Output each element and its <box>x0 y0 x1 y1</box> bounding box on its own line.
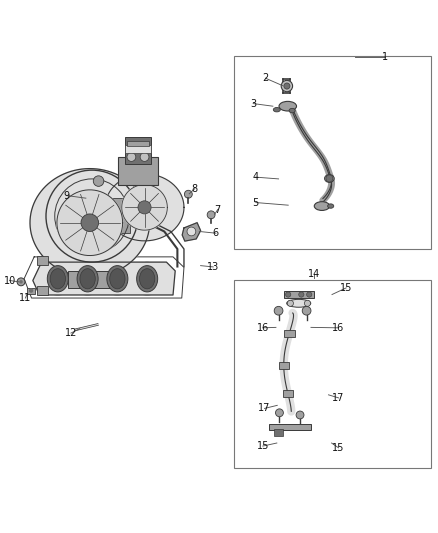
Text: 17: 17 <box>332 393 345 403</box>
Ellipse shape <box>50 269 66 289</box>
Bar <box>37 256 48 265</box>
Bar <box>269 424 311 430</box>
Ellipse shape <box>273 108 280 112</box>
Text: 5: 5 <box>253 198 259 207</box>
Polygon shape <box>57 190 123 255</box>
Ellipse shape <box>80 269 95 289</box>
Bar <box>274 430 283 435</box>
Ellipse shape <box>325 174 334 182</box>
Text: 15: 15 <box>257 441 269 451</box>
Polygon shape <box>182 223 201 241</box>
Ellipse shape <box>286 300 311 307</box>
Text: 9: 9 <box>64 190 70 200</box>
Circle shape <box>304 300 311 306</box>
Text: 1: 1 <box>382 52 389 62</box>
Bar <box>125 138 151 164</box>
Text: 12: 12 <box>65 328 77 338</box>
Ellipse shape <box>328 204 334 208</box>
Text: 10: 10 <box>4 276 16 286</box>
Bar <box>68 271 112 288</box>
Circle shape <box>17 278 25 286</box>
Circle shape <box>281 80 293 92</box>
Text: 11: 11 <box>19 293 32 303</box>
Ellipse shape <box>139 269 155 289</box>
Text: 14: 14 <box>308 269 321 279</box>
Bar <box>104 198 131 232</box>
Ellipse shape <box>110 269 125 289</box>
Polygon shape <box>30 168 149 277</box>
Circle shape <box>276 409 283 417</box>
Ellipse shape <box>314 201 330 211</box>
Text: 7: 7 <box>215 205 221 215</box>
Bar <box>127 141 149 146</box>
Circle shape <box>19 280 23 284</box>
Bar <box>118 157 158 185</box>
Text: 8: 8 <box>192 183 198 193</box>
Text: 15: 15 <box>332 443 345 453</box>
Circle shape <box>29 288 33 293</box>
Circle shape <box>287 300 293 306</box>
Bar <box>125 145 151 152</box>
Bar <box>37 286 48 295</box>
Text: 16: 16 <box>332 323 344 333</box>
Circle shape <box>81 214 99 231</box>
Ellipse shape <box>137 265 158 292</box>
Polygon shape <box>122 184 167 230</box>
Circle shape <box>307 292 312 297</box>
Bar <box>284 291 314 297</box>
Circle shape <box>140 152 149 161</box>
Circle shape <box>187 227 196 236</box>
Ellipse shape <box>47 265 68 292</box>
Circle shape <box>127 152 136 161</box>
Ellipse shape <box>279 101 297 111</box>
Circle shape <box>286 292 291 297</box>
Circle shape <box>302 306 311 315</box>
Bar <box>279 362 289 369</box>
Text: 17: 17 <box>258 403 271 414</box>
Text: 13: 13 <box>207 262 219 272</box>
Ellipse shape <box>77 265 98 292</box>
Polygon shape <box>33 262 175 295</box>
Bar <box>284 330 295 337</box>
Text: 4: 4 <box>253 172 259 182</box>
Polygon shape <box>105 174 184 241</box>
Circle shape <box>284 83 290 89</box>
Circle shape <box>299 292 304 297</box>
Circle shape <box>326 175 333 182</box>
Bar <box>283 390 293 397</box>
Ellipse shape <box>107 265 128 292</box>
Text: 6: 6 <box>213 228 219 238</box>
Circle shape <box>184 190 192 198</box>
Text: 15: 15 <box>340 283 352 293</box>
Bar <box>27 287 35 294</box>
Text: 16: 16 <box>257 323 269 333</box>
Circle shape <box>93 176 104 187</box>
Circle shape <box>296 411 304 419</box>
Text: 2: 2 <box>262 73 268 83</box>
Circle shape <box>274 306 283 315</box>
Circle shape <box>138 201 151 214</box>
Ellipse shape <box>289 108 295 113</box>
Text: 3: 3 <box>250 99 256 109</box>
Bar <box>234 280 431 468</box>
Circle shape <box>207 211 215 219</box>
Bar <box>234 56 431 249</box>
